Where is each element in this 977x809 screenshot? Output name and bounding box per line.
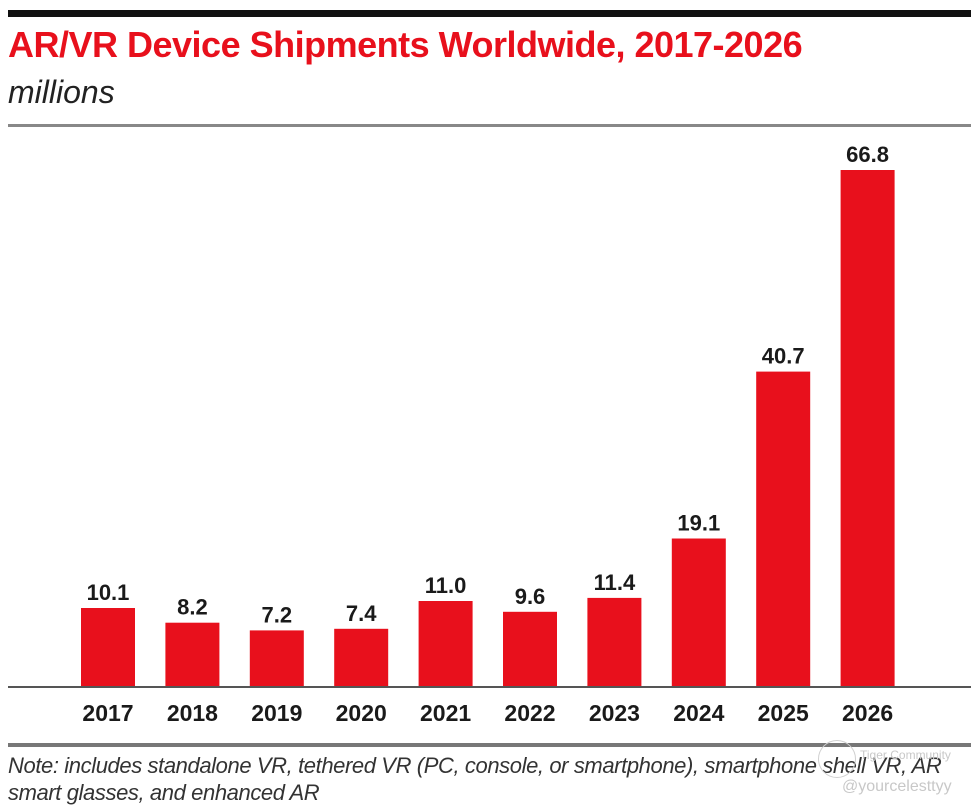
data-label-2026: 66.8	[846, 142, 889, 167]
data-label-2019: 7.2	[262, 602, 293, 627]
data-label-2022: 9.6	[515, 584, 546, 609]
bar-2020	[334, 628, 389, 686]
data-label-2018: 8.2	[177, 595, 208, 620]
x-tick-label-2023: 2023	[589, 700, 640, 726]
chart-note: Note: includes standalone VR, tethered V…	[8, 753, 942, 805]
footer-divider	[8, 743, 971, 747]
x-tick-label-2018: 2018	[167, 700, 218, 726]
x-tick-label-2025: 2025	[758, 700, 809, 726]
data-label-2017: 10.1	[87, 580, 130, 605]
x-tick-label-2017: 2017	[82, 700, 133, 726]
bar-2022	[503, 611, 557, 686]
header-divider	[8, 124, 971, 127]
bar-2019	[249, 630, 304, 686]
top-rule	[8, 10, 971, 17]
data-label-2020: 7.4	[346, 601, 377, 626]
bar-2026	[840, 170, 895, 686]
bar-2018	[165, 622, 220, 686]
x-tick-label-2026: 2026	[842, 700, 893, 726]
x-tick-label-2024: 2024	[673, 700, 724, 726]
x-tick-label-2019: 2019	[251, 700, 302, 726]
data-label-2024: 19.1	[677, 511, 720, 536]
data-label-2025: 40.7	[762, 344, 805, 369]
chart-subtitle: millions	[8, 74, 115, 110]
bar-chart: 10.1 2017 8.2 2018 7.2 2019 7.4 2020 11.0 2021 9.6…	[8, 142, 971, 726]
bar-2025	[756, 371, 811, 686]
x-tick-label-2022: 2022	[504, 700, 555, 726]
watermark-brand: Tiger Community	[860, 748, 951, 762]
x-tick-label-2021: 2021	[420, 700, 471, 726]
bar-2023	[587, 597, 642, 686]
chart-title: AR/VR Device Shipments Worldwide, 2017-2…	[8, 24, 803, 65]
bar-2024	[671, 538, 726, 686]
data-label-2023: 11.4	[594, 570, 636, 595]
data-label-2021: 11.0	[425, 573, 467, 598]
bar-2021	[418, 601, 473, 686]
x-tick-label-2020: 2020	[336, 700, 387, 726]
watermark-handle: @yourcelesttyy	[842, 778, 952, 795]
tiger-logo-icon	[818, 740, 856, 778]
bar-2017	[81, 608, 135, 686]
